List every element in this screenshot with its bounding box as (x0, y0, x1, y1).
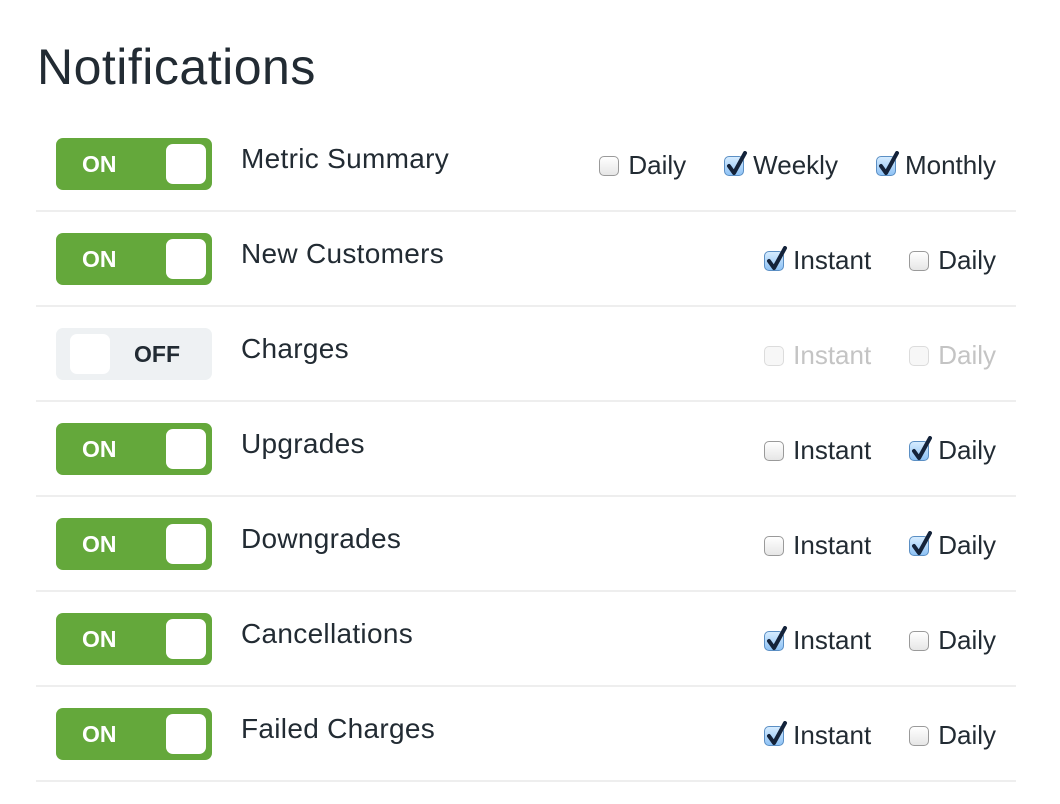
toggle-state-label: ON (82, 151, 117, 177)
toggle-state-label: ON (82, 721, 117, 747)
toggle-knob[interactable] (166, 144, 206, 184)
checkbox-instant[interactable] (764, 535, 785, 556)
option-label: Daily (938, 530, 996, 560)
frequency-options: Instant Daily (726, 435, 996, 466)
toggle-failed-charges[interactable]: ON (56, 708, 212, 760)
option-daily[interactable]: Daily (599, 150, 686, 181)
toggle-metric-summary[interactable]: ON (56, 138, 212, 190)
notification-name: Downgrades (241, 523, 402, 554)
notification-list: ON Metric Summary Daily Weekly Monthly O… (36, 117, 1016, 782)
checkbox-instant[interactable] (764, 720, 788, 746)
option-instant[interactable]: Instant (764, 530, 871, 561)
checkbox-monthly[interactable] (875, 150, 899, 176)
checkbox-daily[interactable] (909, 630, 930, 651)
option-label: Daily (938, 435, 996, 465)
notification-row-upgrades: ON Upgrades Instant Daily (36, 402, 1016, 497)
checkbox-weekly[interactable] (724, 150, 748, 176)
option-label: Instant (793, 435, 872, 465)
option-daily[interactable]: Daily (909, 720, 996, 751)
option-instant[interactable]: Instant (764, 720, 871, 751)
toggle-upgrades[interactable]: ON (56, 423, 212, 475)
notification-name: Charges (241, 333, 349, 364)
option-instant[interactable]: Instant (764, 435, 871, 466)
frequency-options: Instant Daily (726, 340, 996, 371)
option-instant[interactable]: Instant (764, 625, 871, 656)
option-label: Instant (793, 245, 872, 275)
option-label: Instant (793, 530, 872, 560)
toggle-knob[interactable] (166, 714, 206, 754)
option-label: Daily (938, 340, 996, 370)
notification-row-new-customers: ON New Customers Instant Daily (36, 212, 1016, 307)
frequency-options: Instant Daily (726, 720, 996, 751)
checkbox-daily[interactable] (909, 725, 930, 746)
checkbox-instant[interactable] (764, 625, 788, 651)
notification-name: Upgrades (241, 428, 365, 459)
option-label: Daily (938, 625, 996, 655)
toggle-state-label: OFF (134, 341, 180, 367)
checkbox-daily[interactable] (909, 530, 933, 556)
toggle-state-label: ON (82, 246, 117, 272)
checkbox-instant[interactable] (764, 440, 785, 461)
option-daily[interactable]: Daily (909, 530, 996, 561)
notification-row-charges: OFF Charges Instant Daily (36, 307, 1016, 402)
toggle-knob[interactable] (166, 429, 206, 469)
option-label: Weekly (753, 150, 838, 180)
option-instant[interactable]: Instant (764, 245, 871, 276)
notification-row-failed-charges: ON Failed Charges Instant Daily (36, 687, 1016, 782)
checkbox-instant[interactable] (764, 245, 788, 271)
option-label: Daily (938, 245, 996, 275)
option-label: Instant (793, 340, 872, 370)
checkbox-instant (764, 345, 785, 366)
notification-name: Metric Summary (241, 143, 449, 174)
checkbox-daily[interactable] (599, 155, 620, 176)
notification-name: Cancellations (241, 618, 413, 649)
toggle-charges[interactable]: OFF (56, 328, 212, 380)
toggle-downgrades[interactable]: ON (56, 518, 212, 570)
toggle-knob[interactable] (70, 334, 110, 374)
option-daily[interactable]: Daily (909, 245, 996, 276)
notification-name: New Customers (241, 238, 445, 269)
toggle-knob[interactable] (166, 239, 206, 279)
toggle-new-customers[interactable]: ON (56, 233, 212, 285)
frequency-options: Instant Daily (726, 245, 996, 276)
notification-row-downgrades: ON Downgrades Instant Daily (36, 497, 1016, 592)
option-daily[interactable]: Daily (909, 435, 996, 466)
option-label: Daily (628, 150, 687, 180)
option-instant: Instant (764, 340, 871, 371)
notification-name: Failed Charges (241, 713, 436, 744)
option-label: Instant (793, 720, 872, 750)
frequency-options: Daily Weekly Monthly (561, 150, 996, 181)
option-label: Daily (938, 720, 996, 750)
toggle-cancellations[interactable]: ON (56, 613, 212, 665)
option-daily: Daily (909, 340, 996, 371)
toggle-state-label: ON (82, 531, 117, 557)
toggle-knob[interactable] (166, 619, 206, 659)
frequency-options: Instant Daily (726, 625, 996, 656)
option-monthly[interactable]: Monthly (875, 150, 996, 181)
toggle-state-label: ON (82, 436, 117, 462)
page-title: Notifications (37, 39, 316, 95)
option-daily[interactable]: Daily (909, 625, 996, 656)
checkbox-daily[interactable] (909, 435, 933, 461)
option-label: Instant (793, 625, 872, 655)
notification-row-cancellations: ON Cancellations Instant Daily (36, 592, 1016, 687)
checkbox-daily[interactable] (909, 250, 930, 271)
notification-row-metric-summary: ON Metric Summary Daily Weekly Monthly (36, 117, 1016, 212)
frequency-options: Instant Daily (726, 530, 996, 561)
toggle-knob[interactable] (166, 524, 206, 564)
checkbox-daily (909, 345, 930, 366)
toggle-state-label: ON (82, 626, 117, 652)
option-weekly[interactable]: Weekly (724, 150, 838, 181)
option-label: Monthly (904, 150, 996, 180)
